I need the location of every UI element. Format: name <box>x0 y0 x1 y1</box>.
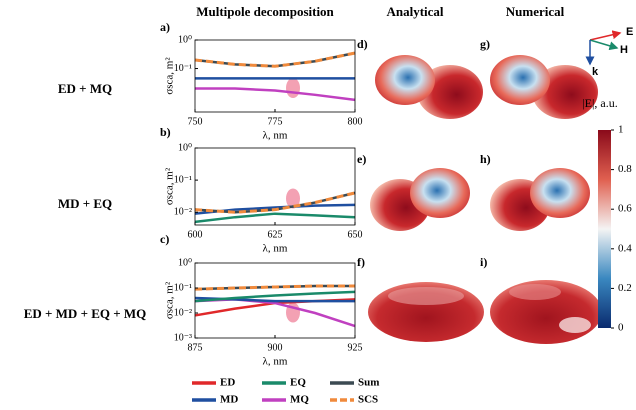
colorbar-tick-label: 0.2 <box>618 282 632 294</box>
row-label: MD + EQ <box>58 196 112 211</box>
column-header: Analytical <box>386 4 443 19</box>
x-axis-label: λ, nm <box>263 356 288 368</box>
column-header: Multipole decomposition <box>196 4 334 19</box>
legend-label: SCS <box>358 394 378 406</box>
y-tick-label: 10⁻¹ <box>174 63 192 74</box>
x-tick-label: 600 <box>188 229 203 240</box>
legend-label: MD <box>220 394 238 406</box>
colorbar-label: |E|, a.u. <box>582 96 617 110</box>
x-axis-label: λ, nm <box>263 243 288 255</box>
render-analytical-d <box>375 55 483 119</box>
y-axis-label: σsca, m² <box>164 167 176 205</box>
column-header: Numerical <box>506 4 565 19</box>
y-tick-label: 10⁻² <box>174 207 192 218</box>
plot-frame <box>194 39 356 113</box>
series-line <box>194 298 356 328</box>
series-line <box>194 191 356 214</box>
legend-label: MQ <box>290 394 309 406</box>
x-tick-label: 775 <box>268 116 283 127</box>
colorbar-tick-label: 0.6 <box>618 203 632 215</box>
panel-letter: i) <box>480 255 487 269</box>
axis-label-h: H <box>620 44 628 56</box>
series-line <box>195 87 356 102</box>
x-tick-label: 875 <box>188 342 203 353</box>
x-tick-label: 650 <box>348 229 363 240</box>
render-numerical-i <box>490 280 602 344</box>
resonance-marker <box>286 188 300 209</box>
y-tick-label: 10⁻¹ <box>174 174 192 185</box>
row-label: ED + MD + EQ + MQ <box>24 306 147 321</box>
panel-letter: h) <box>480 152 491 166</box>
x-tick-label: 925 <box>348 342 363 353</box>
y-tick-label: 10⁻¹ <box>174 282 192 293</box>
series-line <box>194 284 355 291</box>
axis-label-k: k <box>592 66 599 78</box>
x-tick-label: 900 <box>268 342 283 353</box>
y-tick-label: 10⁰ <box>178 257 192 268</box>
render-analytical-f <box>368 282 484 342</box>
panel-letter: b) <box>160 125 171 139</box>
x-tick-label: 625 <box>268 229 283 240</box>
colorbar-tick-label: 1 <box>618 124 624 136</box>
colorbar-tick-label: 0.8 <box>618 163 632 175</box>
y-tick-label: 10⁻³ <box>174 332 192 343</box>
x-tick-label: 750 <box>188 116 203 127</box>
panel-letter: e) <box>357 152 366 166</box>
colorbar-tick-label: 0.4 <box>618 242 632 254</box>
colorbar <box>598 130 611 328</box>
legend-label: EQ <box>290 377 306 389</box>
legend-label: ED <box>220 377 235 389</box>
y-tick-label: 10⁻² <box>174 307 192 318</box>
render-numerical-h <box>490 168 590 231</box>
panel-letter: a) <box>160 20 170 34</box>
y-axis-label: σsca, m² <box>164 57 176 95</box>
x-axis-label: λ, nm <box>263 130 288 142</box>
x-tick-label: 800 <box>348 116 363 127</box>
colorbar-tick-label: 0 <box>618 322 624 334</box>
panel-letter: d) <box>357 37 368 51</box>
series-line <box>194 212 356 224</box>
y-tick-label: 10⁰ <box>178 34 192 45</box>
axis-label-e: E <box>626 26 633 38</box>
legend-label: Sum <box>358 377 379 389</box>
render-analytical-e <box>370 168 470 231</box>
series-line <box>194 51 356 68</box>
panel-letter: g) <box>480 37 490 51</box>
resonance-marker <box>286 78 300 98</box>
y-axis-label: σsca, m² <box>164 281 176 319</box>
series-line <box>194 290 356 303</box>
row-label: ED + MQ <box>58 81 112 96</box>
field-axes: E H k <box>585 26 633 78</box>
panel-letter: c) <box>160 232 169 246</box>
y-tick-label: 10⁰ <box>178 142 192 153</box>
series-line <box>194 51 356 68</box>
panel-letter: f) <box>357 255 365 269</box>
render-numerical-g <box>490 55 598 119</box>
